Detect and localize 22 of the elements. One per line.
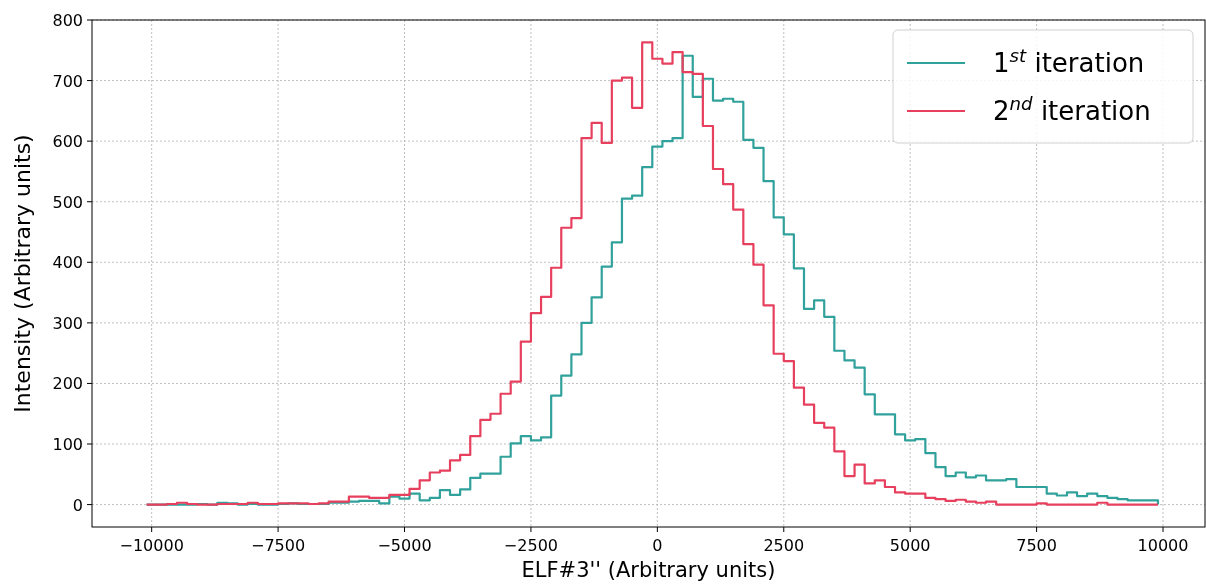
x-tick-label: −5000 [377,536,432,555]
x-tick-label: −10000 [119,536,184,555]
y-tick-label: 700 [52,71,83,91]
x-tick-label: −7500 [251,536,306,555]
y-tick-label: 800 [52,11,83,30]
x-tick-label: 5000 [889,536,931,555]
x-tick-label: 2500 [763,536,805,555]
y-tick-label: 400 [52,253,83,273]
y-tick-label: 600 [52,132,83,152]
x-axis-title: ELF#3'' (Arbitrary units) [521,558,776,582]
legend-label: 2$^{nd}$ iteration [993,92,1151,126]
y-tick-label: 200 [52,374,83,394]
y-axis-title: Intensity (Arbitrary units) [10,134,35,413]
y-tick-label: 100 [52,435,83,455]
y-tick-label: 500 [52,192,83,212]
x-tick-label: 10000 [1137,536,1189,555]
legend-label: 1$^{st}$ iteration [993,44,1145,78]
x-tick-label: −2500 [503,536,558,555]
y-tick-label: 0 [72,495,83,515]
x-tick-label: 7500 [1016,536,1057,555]
x-tick-label: 0 [652,536,663,555]
y-tick-label: 300 [52,313,83,333]
